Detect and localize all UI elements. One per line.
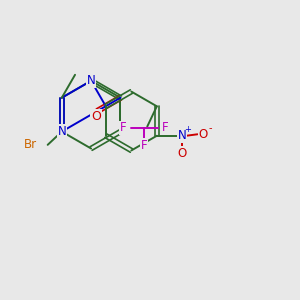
Text: F: F	[162, 122, 169, 134]
Text: N: N	[87, 74, 95, 87]
Text: F: F	[141, 139, 148, 152]
Text: +: +	[184, 125, 190, 134]
Text: Br: Br	[24, 138, 38, 151]
Text: O: O	[199, 128, 208, 141]
Text: N: N	[57, 125, 66, 138]
Text: O: O	[91, 110, 101, 123]
Text: N: N	[178, 129, 186, 142]
Text: O: O	[177, 147, 187, 160]
Text: -: -	[209, 123, 212, 133]
Text: F: F	[120, 122, 127, 134]
